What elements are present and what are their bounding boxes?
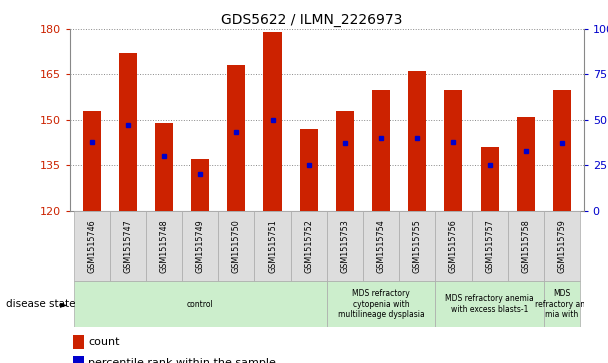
Text: GSM1515748: GSM1515748 [159,219,168,273]
Bar [74,281,327,327]
Text: GSM1515759: GSM1515759 [558,219,567,273]
Text: GSM1515754: GSM1515754 [376,219,385,273]
Bar [327,211,363,281]
Bar [363,211,399,281]
Bar [73,356,84,363]
Bar [544,281,580,327]
Bar [435,281,544,327]
Text: ►: ► [60,299,67,309]
Bar [254,211,291,281]
Text: GSM1515755: GSM1515755 [413,219,422,273]
Bar [372,90,390,211]
Bar [227,65,246,211]
Bar [218,211,254,281]
Bar [83,111,101,211]
Bar [155,123,173,211]
Text: GSM1515750: GSM1515750 [232,219,241,273]
Bar [480,147,499,211]
Bar [263,32,282,211]
Text: disease state: disease state [6,299,75,309]
Text: GSM1515747: GSM1515747 [123,219,133,273]
Bar [182,211,218,281]
Text: GSM1515757: GSM1515757 [485,219,494,273]
Text: MDS refractory anemia
with excess blasts-1: MDS refractory anemia with excess blasts… [445,294,534,314]
Text: percentile rank within the sample: percentile rank within the sample [88,358,276,363]
Text: GSM1515749: GSM1515749 [196,219,205,273]
Text: GSM1515758: GSM1515758 [521,219,530,273]
Text: GSM1515756: GSM1515756 [449,219,458,273]
Text: MDS
refractory ane
mia with: MDS refractory ane mia with [534,289,589,319]
Text: MDS refractory
cytopenia with
multilineage dysplasia: MDS refractory cytopenia with multilinea… [337,289,424,319]
Bar [327,281,435,327]
Bar [444,90,463,211]
Text: control: control [187,299,213,309]
Bar [300,129,318,211]
Text: GSM1515752: GSM1515752 [304,219,313,273]
Bar [74,211,109,281]
Bar [73,335,84,348]
Bar [408,72,426,211]
Bar [508,211,544,281]
Title: GDS5622 / ILMN_2226973: GDS5622 / ILMN_2226973 [221,13,402,26]
Bar [291,211,326,281]
Bar [472,211,508,281]
Bar [191,159,209,211]
Bar [435,211,472,281]
Bar [517,117,535,211]
Text: GSM1515751: GSM1515751 [268,219,277,273]
Bar [109,211,146,281]
Bar [119,53,137,211]
Bar [146,211,182,281]
Bar [336,111,354,211]
Text: GSM1515746: GSM1515746 [87,219,96,273]
Bar [399,211,435,281]
Bar [553,90,571,211]
Text: GSM1515753: GSM1515753 [340,219,350,273]
Text: count: count [88,337,120,347]
Bar [544,211,580,281]
